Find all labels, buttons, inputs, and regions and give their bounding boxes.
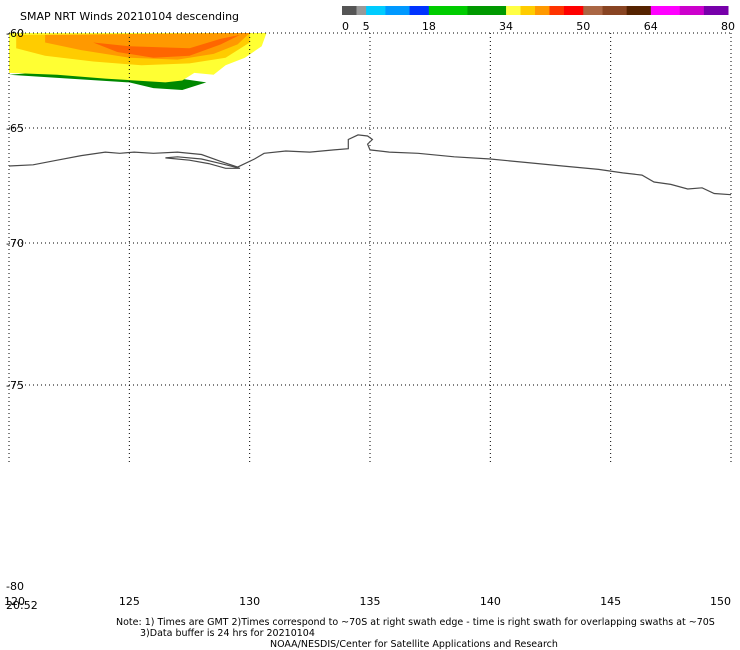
colorbar-labels: 0 5 18 34 50 64 80 [342,20,735,33]
colorbar-segment-3 [385,6,411,15]
map-area: -60 -65 -70 -75 -80 120 125 130 135 140 145 150 [4,27,732,608]
colorbar-segment-5 [428,6,468,15]
lon-label-135: 135 [360,595,381,608]
antarctic-coastline [8,134,732,196]
colorbar-segment-13 [602,6,628,15]
lon-label-120: 120 [4,595,25,608]
graticule [8,32,732,465]
colorbar-segment-16 [679,6,705,15]
lon-label-150: 150 [710,595,731,608]
lon-label-145: 145 [600,595,621,608]
colorbar-segment-10 [549,6,565,15]
lat-label--60: -60 [6,27,24,40]
lat-label--80: -80 [6,580,24,593]
colorbar-segment-4 [409,6,430,15]
coastline-main [8,134,732,196]
note-line-2: 3)Data buffer is 24 hrs for 20210104 [140,628,315,639]
lat-label--75: -75 [6,379,24,392]
lon-label-130: 130 [239,595,260,608]
longitude-labels: 120 125 130 135 140 145 150 [4,595,731,608]
colorbar-segment-8 [520,6,536,15]
colorbar-label-5: 5 [363,20,370,33]
wind-swath [9,33,267,90]
lat-label--70: -70 [6,237,24,250]
note-line-1: Note: 1) Times are GMT 2)Times correspon… [116,617,715,628]
colorbar-label-64: 64 [644,20,658,33]
colorbar-segment-0 [342,6,357,15]
colorbar-segment-9 [535,6,550,15]
lat-label--65: -65 [6,122,24,135]
colorbar-label-34: 34 [499,20,513,33]
swath-time-label: 20:52 [6,599,38,612]
note-line-3: NOAA/NESDIS/Center for Satellite Applica… [270,639,558,650]
colorbar-label-50: 50 [576,20,590,33]
wind-speed-colorbar [342,6,729,15]
coastline-inlet [165,156,241,169]
colorbar-segment-12 [583,6,604,15]
colorbar-label-18: 18 [422,20,436,33]
lon-label-125: 125 [119,595,140,608]
colorbar-segment-11 [563,6,584,15]
colorbar-segment-7 [506,6,522,15]
swath-patch-3 [45,33,250,60]
colorbar-label-0: 0 [342,20,349,33]
figure-title: SMAP NRT Winds 20210104 descending [20,10,239,23]
latitude-labels: -60 -65 -70 -75 -80 [6,27,24,593]
colorbar-segment-17 [703,6,729,15]
colorbar-segment-15 [650,6,681,15]
swath-patch-4 [93,34,240,58]
colorbar-label-80: 80 [721,20,735,33]
colorbar-segment-2 [366,6,386,15]
colorbar-segment-1 [356,6,367,15]
colorbar-segment-14 [626,6,652,15]
colorbar-segment-6 [467,6,507,15]
lon-label-140: 140 [480,595,501,608]
